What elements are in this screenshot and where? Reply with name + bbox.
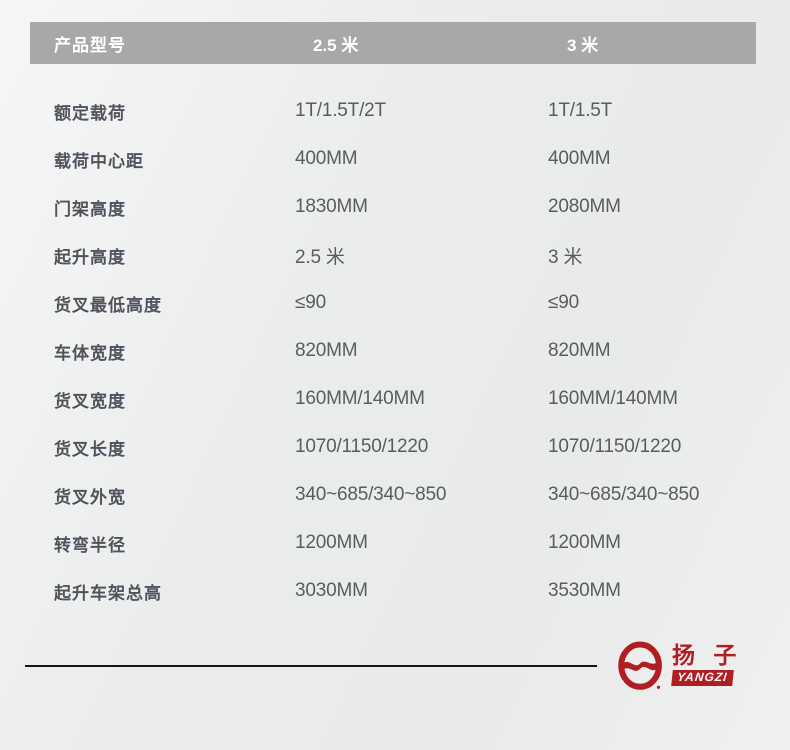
spec-value-2-5m: ≤90 — [295, 292, 326, 313]
brand-name-chinese: 扬 子 — [672, 642, 743, 668]
spec-value-3m: 3 米 — [548, 246, 583, 268]
table-row: 转弯半径 1200MM 1200MM — [30, 519, 756, 567]
spec-value-2-5m: 1T/1.5T/2T — [295, 100, 386, 121]
table-header-bar: 产品型号 2.5 米 3 米 — [30, 22, 756, 64]
table-row: 起升高度 2.5 米 3 米 — [30, 231, 756, 279]
table-row: 载荷中心距 400MM 400MM — [30, 135, 756, 183]
header-col-product-model: 产品型号 — [54, 35, 126, 55]
spec-value-2-5m: 160MM/140MM — [295, 388, 425, 409]
spec-value-2-5m: 1070/1150/1220 — [295, 436, 429, 457]
brand-name-english-badge: YANGZI — [671, 670, 735, 687]
table-row: 货叉外宽 340~685/340~850 340~685/340~850 — [30, 471, 756, 519]
spec-label: 货叉外宽 — [54, 487, 126, 507]
spec-value-2-5m: 3030MM — [295, 580, 368, 601]
spec-value-2-5m: 1830MM — [295, 196, 368, 217]
spec-value-2-5m: 1200MM — [295, 532, 368, 553]
footer-divider-line — [25, 665, 597, 667]
table-row: 货叉长度 1070/1150/1220 1070/1150/1220 — [30, 423, 756, 471]
spec-value-3m: 400MM — [548, 148, 611, 169]
brand-text-block: 扬 子 YANGZI — [671, 642, 743, 687]
yangzi-logo: 扬 子 YANGZI — [618, 641, 742, 693]
table-row: 货叉最低高度 ≤90 ≤90 — [30, 279, 756, 327]
spec-label: 货叉最低高度 — [54, 295, 162, 315]
spec-value-2-5m: 400MM — [295, 148, 358, 169]
spec-label: 转弯半径 — [54, 535, 126, 555]
spec-value-3m: 1200MM — [548, 532, 621, 553]
spec-value-2-5m: 820MM — [295, 340, 358, 361]
spec-value-3m: 1070/1150/1220 — [548, 436, 682, 457]
table-row: 额定载荷 1T/1.5T/2T 1T/1.5T — [30, 87, 756, 135]
wave-circle-icon — [618, 641, 662, 690]
spec-label: 额定载荷 — [54, 103, 126, 123]
spec-value-3m: 160MM/140MM — [548, 388, 678, 409]
spec-value-3m: 1T/1.5T — [548, 100, 613, 121]
spec-value-3m: 2080MM — [548, 196, 621, 217]
spec-table: 额定载荷 1T/1.5T/2T 1T/1.5T 载荷中心距 400MM 400M… — [30, 87, 756, 615]
spec-value-3m: 3530MM — [548, 580, 621, 601]
spec-value-2-5m: 2.5 米 — [295, 246, 345, 268]
spec-label: 车体宽度 — [54, 343, 126, 363]
spec-value-3m: 340~685/340~850 — [548, 484, 700, 505]
header-col-2-5m: 2.5 米 — [313, 35, 359, 55]
spec-label: 货叉长度 — [54, 439, 126, 459]
table-row: 门架高度 1830MM 2080MM — [30, 183, 756, 231]
spec-label: 载荷中心距 — [54, 151, 144, 171]
spec-value-3m: ≤90 — [548, 292, 579, 313]
spec-value-2-5m: 340~685/340~850 — [295, 484, 447, 505]
table-row: 起升车架总高 3030MM 3530MM — [30, 567, 756, 615]
spec-label: 门架高度 — [54, 199, 126, 219]
spec-label: 起升高度 — [54, 247, 126, 267]
table-row: 车体宽度 820MM 820MM — [30, 327, 756, 375]
spec-label: 货叉宽度 — [54, 391, 126, 411]
table-row: 货叉宽度 160MM/140MM 160MM/140MM — [30, 375, 756, 423]
header-col-3m: 3 米 — [567, 35, 599, 55]
spec-value-3m: 820MM — [548, 340, 611, 361]
spec-label: 起升车架总高 — [54, 583, 162, 603]
